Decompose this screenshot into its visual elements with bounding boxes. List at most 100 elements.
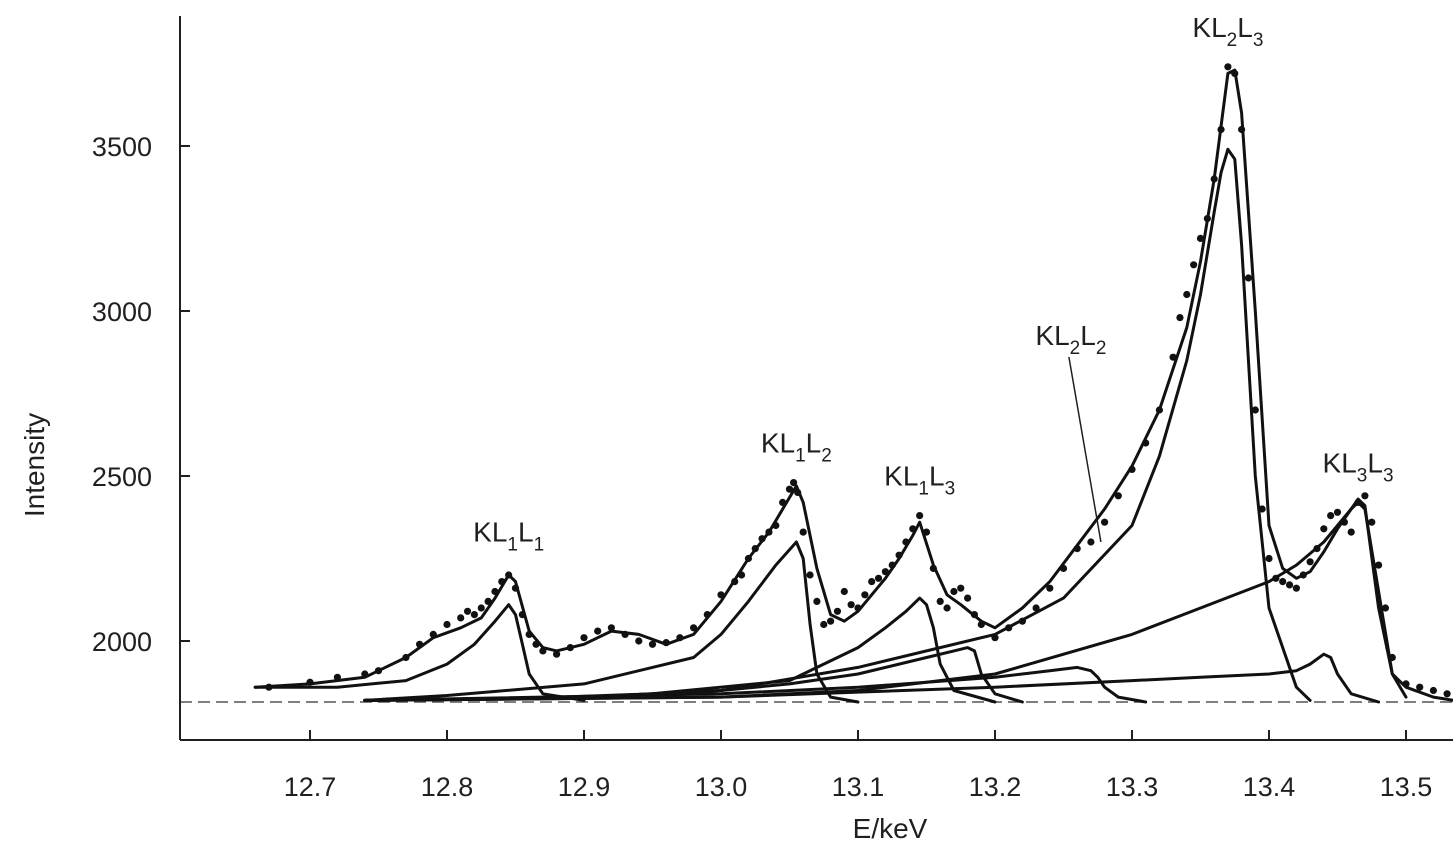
data-point bbox=[1032, 604, 1040, 612]
data-point bbox=[1347, 528, 1355, 536]
data-point bbox=[1375, 561, 1383, 569]
data-point bbox=[1251, 406, 1259, 414]
data-point bbox=[950, 587, 958, 596]
data-point bbox=[1354, 498, 1362, 506]
data-point bbox=[806, 571, 814, 579]
data-point bbox=[1368, 518, 1376, 526]
data-point bbox=[1018, 617, 1026, 625]
data-point bbox=[1190, 261, 1198, 269]
data-point bbox=[833, 607, 842, 615]
data-point bbox=[518, 611, 526, 619]
data-point bbox=[361, 670, 369, 678]
data-point bbox=[758, 535, 766, 543]
data-point bbox=[553, 650, 561, 658]
data-point bbox=[854, 604, 862, 612]
data-point bbox=[1361, 492, 1369, 500]
data-point bbox=[790, 479, 798, 487]
data-point bbox=[861, 591, 869, 599]
data-point bbox=[1279, 578, 1287, 586]
data-point bbox=[895, 551, 903, 559]
data-point bbox=[794, 488, 802, 497]
data-point bbox=[306, 678, 314, 686]
data-point bbox=[1183, 290, 1191, 299]
data-point bbox=[443, 620, 451, 629]
data-point bbox=[943, 604, 951, 612]
data-point bbox=[470, 611, 478, 619]
data-point bbox=[840, 587, 848, 596]
component-line bbox=[363, 147, 1312, 702]
y-tick-label: 3500 bbox=[92, 132, 152, 162]
data-point bbox=[1402, 680, 1410, 688]
data-point bbox=[594, 627, 602, 635]
data-point bbox=[1265, 554, 1273, 563]
data-point bbox=[1244, 274, 1253, 282]
data-point bbox=[1224, 63, 1232, 71]
data-point bbox=[1169, 353, 1177, 361]
data-point bbox=[1313, 545, 1321, 553]
data-point bbox=[1340, 518, 1348, 526]
data-point bbox=[1073, 545, 1081, 553]
data-point bbox=[265, 683, 273, 691]
data-point bbox=[532, 640, 540, 648]
data-point bbox=[703, 611, 711, 619]
data-point bbox=[765, 528, 773, 536]
data-point bbox=[977, 620, 985, 629]
data-point bbox=[772, 521, 780, 530]
data-point bbox=[333, 673, 341, 681]
data-point bbox=[744, 554, 753, 563]
data-point bbox=[457, 614, 465, 622]
component-line bbox=[363, 665, 1148, 704]
data-point bbox=[1203, 215, 1211, 223]
peak-label-kl3l3: KL3L3 bbox=[1323, 447, 1394, 486]
data-point bbox=[731, 578, 739, 586]
data-point bbox=[1299, 571, 1307, 579]
component-line bbox=[363, 652, 1381, 704]
data-point bbox=[785, 485, 794, 493]
data-point bbox=[484, 597, 492, 606]
data-point bbox=[580, 634, 588, 642]
data-point bbox=[1210, 175, 1218, 183]
data-point bbox=[690, 624, 698, 632]
data-point bbox=[676, 634, 684, 642]
data-point bbox=[799, 528, 807, 536]
y-axis-title: Intensity bbox=[19, 413, 50, 517]
data-point bbox=[1005, 624, 1013, 632]
data-point bbox=[1155, 406, 1163, 414]
data-point bbox=[1443, 690, 1451, 698]
component-line bbox=[253, 603, 586, 702]
data-point bbox=[498, 578, 506, 586]
data-point bbox=[1327, 511, 1335, 520]
data-point bbox=[1059, 564, 1068, 573]
axis-layer: 12.7 12.8 12.9 13.0 13.1 13.2 13.3 13.4 13.5 2000… bbox=[92, 16, 1453, 802]
data-point bbox=[491, 587, 499, 596]
data-point bbox=[902, 538, 910, 546]
peak-label-kl1l2: KL1L2 bbox=[761, 428, 832, 467]
data-point bbox=[1046, 584, 1054, 592]
data-point bbox=[662, 639, 670, 647]
data-point bbox=[868, 578, 876, 586]
data-point bbox=[820, 620, 828, 629]
data-point bbox=[1176, 314, 1184, 322]
data-point bbox=[1101, 518, 1109, 526]
x-tick-label: 12.9 bbox=[558, 772, 611, 802]
data-point bbox=[1231, 69, 1239, 77]
data-point bbox=[1238, 125, 1246, 134]
data-point bbox=[1087, 538, 1095, 546]
data-point bbox=[1388, 653, 1396, 662]
data-point bbox=[1142, 439, 1150, 447]
data-point bbox=[737, 571, 746, 579]
data-point bbox=[1320, 525, 1328, 533]
data-point bbox=[635, 637, 643, 645]
data-point bbox=[874, 574, 883, 582]
y-tick-label: 2500 bbox=[92, 462, 152, 492]
data-point bbox=[539, 647, 547, 655]
data-point bbox=[1292, 584, 1300, 592]
points-layer bbox=[265, 63, 1451, 698]
x-axis-title: E/keV bbox=[853, 813, 928, 844]
data-point bbox=[1306, 558, 1314, 566]
data-point bbox=[957, 584, 965, 592]
data-point bbox=[1258, 505, 1266, 513]
y-tick-label: 2000 bbox=[92, 627, 152, 657]
data-point bbox=[505, 571, 513, 579]
